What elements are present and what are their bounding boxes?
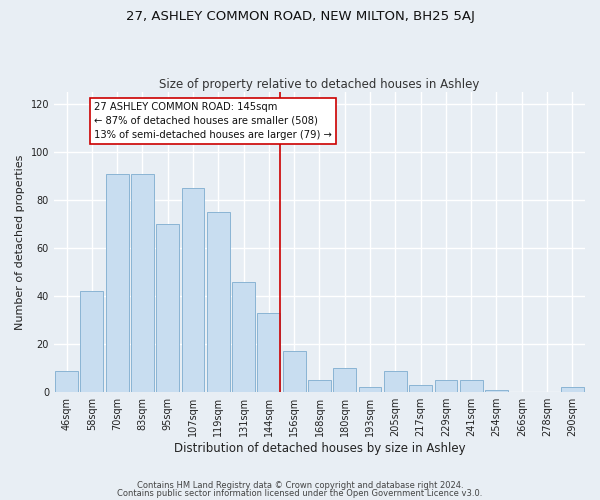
Bar — [561, 388, 584, 392]
Text: 27 ASHLEY COMMON ROAD: 145sqm
← 87% of detached houses are smaller (508)
13% of : 27 ASHLEY COMMON ROAD: 145sqm ← 87% of d… — [94, 102, 332, 140]
Y-axis label: Number of detached properties: Number of detached properties — [15, 154, 25, 330]
Bar — [257, 313, 280, 392]
Bar — [460, 380, 482, 392]
Bar — [232, 282, 255, 392]
Bar — [359, 388, 382, 392]
Bar — [485, 390, 508, 392]
X-axis label: Distribution of detached houses by size in Ashley: Distribution of detached houses by size … — [173, 442, 465, 455]
Bar — [434, 380, 457, 392]
Title: Size of property relative to detached houses in Ashley: Size of property relative to detached ho… — [159, 78, 479, 91]
Bar — [334, 368, 356, 392]
Bar — [131, 174, 154, 392]
Bar — [106, 174, 128, 392]
Bar — [384, 370, 407, 392]
Bar — [182, 188, 205, 392]
Text: Contains HM Land Registry data © Crown copyright and database right 2024.: Contains HM Land Registry data © Crown c… — [137, 481, 463, 490]
Text: 27, ASHLEY COMMON ROAD, NEW MILTON, BH25 5AJ: 27, ASHLEY COMMON ROAD, NEW MILTON, BH25… — [125, 10, 475, 23]
Bar — [80, 292, 103, 392]
Bar — [283, 352, 305, 392]
Bar — [308, 380, 331, 392]
Bar — [409, 385, 432, 392]
Bar — [55, 370, 78, 392]
Text: Contains public sector information licensed under the Open Government Licence v3: Contains public sector information licen… — [118, 488, 482, 498]
Bar — [157, 224, 179, 392]
Bar — [207, 212, 230, 392]
